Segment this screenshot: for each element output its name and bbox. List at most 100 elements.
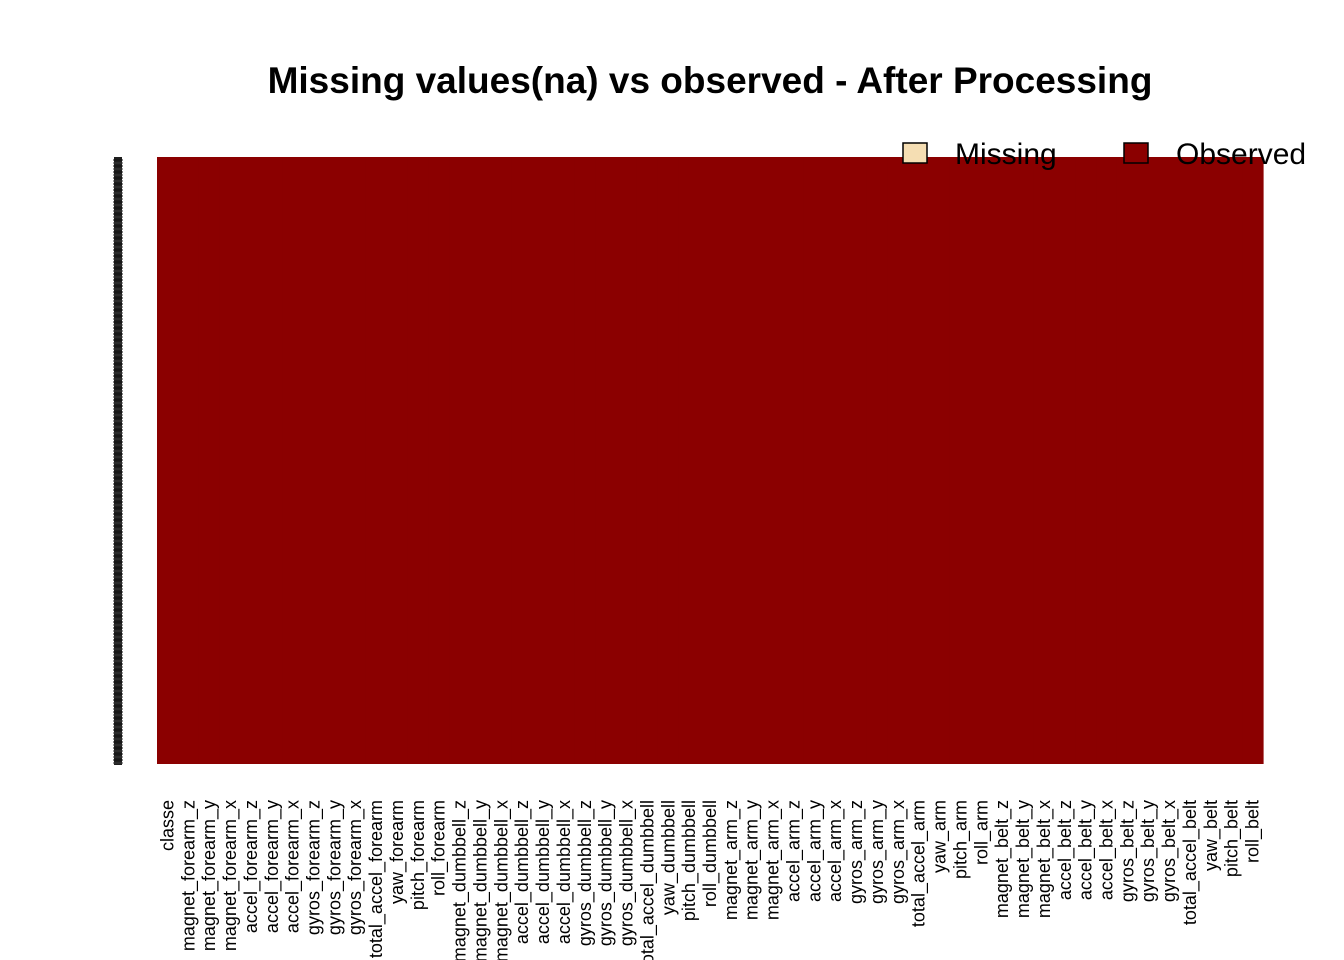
- legend-swatch-observed: [1123, 142, 1149, 164]
- cell-observed-accel_belt_z: [1054, 157, 1076, 764]
- column-label-gyros_forearm_z: gyros_forearm_z: [304, 800, 325, 935]
- row-tick-band: [113, 157, 123, 765]
- column-label-accel_arm_z: accel_arm_z: [783, 800, 804, 902]
- column-label-pitch_belt: pitch_belt: [1222, 800, 1243, 877]
- cell-observed-magnet_arm_z: [720, 157, 742, 764]
- column-label-pitch_dumbbell: pitch_dumbbell: [679, 800, 700, 921]
- cell-observed-pitch_arm: [949, 157, 972, 764]
- column-label-gyros_dumbbell_x: gyros_dumbbell_x: [617, 800, 638, 946]
- column-label-accel_arm_x: accel_arm_x: [825, 800, 846, 902]
- column-label-magnet_belt_y: magnet_belt_y: [1013, 800, 1034, 918]
- column-label-magnet_arm_y: magnet_arm_y: [742, 800, 763, 920]
- column-label-magnet_dumbbell_z: magnet_dumbbell_z: [450, 800, 471, 960]
- column-label-total_accel_dumbbell: total_accel_dumbbell: [637, 800, 658, 960]
- cell-observed-yaw_arm: [929, 157, 951, 764]
- cell-observed-roll_dumbbell: [699, 157, 722, 764]
- cell-observed-total_accel_belt: [1179, 157, 1201, 764]
- cell-observed-gyros_arm_x: [887, 157, 909, 764]
- cell-observed-yaw_dumbbell: [657, 157, 680, 764]
- cell-observed-gyros_dumbbell_y: [595, 157, 617, 764]
- cell-observed-accel_belt_y: [1075, 157, 1097, 764]
- cell-observed-accel_arm_x: [824, 157, 847, 764]
- column-label-yaw_belt: yaw_belt: [1201, 800, 1222, 871]
- heatmap-cells: [157, 157, 1264, 764]
- column-label-magnet_dumbbell_x: magnet_dumbbell_x: [491, 800, 512, 960]
- chart-title: Missing values(na) vs observed - After P…: [268, 60, 1153, 101]
- cell-observed-gyros_forearm_z: [303, 157, 325, 764]
- cell-observed-accel_dumbbell_y: [532, 157, 555, 764]
- legend: Missing Observed: [902, 138, 1306, 171]
- column-label-magnet_forearm_z: magnet_forearm_z: [178, 800, 199, 951]
- column-label-magnet_belt_z: magnet_belt_z: [992, 800, 1013, 918]
- column-label-total_accel_belt: total_accel_belt: [1180, 800, 1201, 925]
- column-label-gyros_dumbbell_z: gyros_dumbbell_z: [575, 800, 596, 946]
- cell-observed-magnet_arm_x: [762, 157, 784, 764]
- cell-observed-gyros_arm_y: [866, 157, 888, 764]
- column-label-magnet_belt_x: magnet_belt_x: [1034, 800, 1055, 918]
- cell-observed-magnet_belt_z: [991, 157, 1014, 764]
- row-tick-bar: [114, 157, 122, 765]
- cell-observed-accel_forearm_x: [282, 157, 304, 764]
- column-labels: classe magnet_forearm_z magnet_forearm_y ma…: [157, 800, 1263, 960]
- column-label-gyros_arm_y: gyros_arm_y: [867, 800, 888, 904]
- column-label-magnet_arm_x: magnet_arm_x: [763, 800, 784, 920]
- cell-observed-classe: [157, 157, 179, 764]
- cell-observed-magnet_dumbbell_z: [449, 157, 471, 764]
- column-label-gyros_dumbbell_y: gyros_dumbbell_y: [596, 800, 617, 946]
- cell-observed-magnet_belt_y: [1012, 157, 1035, 764]
- cell-observed-roll_forearm: [428, 157, 450, 764]
- cell-observed-pitch_belt: [1221, 157, 1243, 764]
- cell-observed-pitch_forearm: [407, 157, 429, 764]
- column-label-gyros_arm_z: gyros_arm_z: [846, 800, 867, 904]
- cell-observed-gyros_forearm_y: [323, 157, 346, 764]
- column-label-magnet_arm_z: magnet_arm_z: [721, 800, 742, 920]
- cell-observed-pitch_dumbbell: [678, 157, 701, 764]
- column-label-accel_forearm_z: accel_forearm_z: [241, 800, 262, 933]
- column-label-accel_belt_x: accel_belt_x: [1096, 800, 1117, 900]
- cell-observed-yaw_forearm: [386, 157, 409, 764]
- column-label-magnet_dumbbell_y: magnet_dumbbell_y: [470, 800, 491, 960]
- cell-observed-accel_arm_y: [803, 157, 826, 764]
- column-label-roll_dumbbell: roll_dumbbell: [700, 800, 721, 907]
- column-label-roll_belt: roll_belt: [1243, 800, 1264, 863]
- column-label-accel_dumbbell_x: accel_dumbbell_x: [554, 800, 575, 944]
- cell-observed-magnet_belt_x: [1033, 157, 1055, 764]
- cell-observed-magnet_arm_y: [741, 157, 763, 764]
- cell-observed-total_accel_arm: [908, 157, 930, 764]
- column-label-gyros_forearm_x: gyros_forearm_x: [345, 800, 366, 935]
- cell-observed-total_accel_forearm: [365, 157, 388, 764]
- column-label-accel_arm_y: accel_arm_y: [804, 800, 825, 902]
- cell-observed-magnet_forearm_y: [198, 157, 221, 764]
- legend-label-missing: Missing: [955, 138, 1057, 171]
- column-label-yaw_forearm: yaw_forearm: [387, 800, 408, 904]
- cell-observed-yaw_belt: [1200, 157, 1222, 764]
- column-label-accel_belt_z: accel_belt_z: [1055, 800, 1076, 900]
- column-label-accel_belt_y: accel_belt_y: [1076, 800, 1097, 900]
- cell-observed-accel_belt_x: [1096, 157, 1118, 764]
- column-label-gyros_forearm_y: gyros_forearm_y: [324, 800, 345, 935]
- column-label-gyros_belt_z: gyros_belt_z: [1117, 800, 1138, 902]
- cell-observed-magnet_forearm_z: [177, 157, 200, 764]
- cell-observed-roll_belt: [1242, 157, 1264, 764]
- column-label-gyros_arm_x: gyros_arm_x: [888, 800, 909, 904]
- cell-observed-roll_arm: [970, 157, 993, 764]
- column-label-pitch_forearm: pitch_forearm: [408, 800, 429, 910]
- cell-observed-magnet_dumbbell_y: [470, 157, 492, 764]
- cell-observed-gyros_dumbbell_x: [616, 157, 638, 764]
- column-label-roll_arm: roll_arm: [971, 800, 992, 865]
- cell-observed-gyros_belt_x: [1158, 157, 1181, 764]
- cell-observed-gyros_dumbbell_z: [574, 157, 596, 764]
- column-label-classe: classe: [157, 800, 177, 851]
- cell-observed-accel_forearm_y: [261, 157, 283, 764]
- cell-observed-magnet_dumbbell_x: [490, 157, 513, 764]
- column-label-pitch_arm: pitch_arm: [950, 800, 971, 879]
- legend-swatch-missing: [902, 142, 928, 164]
- cell-observed-gyros_belt_y: [1137, 157, 1160, 764]
- cell-observed-accel_forearm_z: [240, 157, 262, 764]
- column-label-accel_dumbbell_z: accel_dumbbell_z: [512, 800, 533, 944]
- column-label-total_accel_arm: total_accel_arm: [909, 800, 930, 927]
- column-label-total_accel_forearm: total_accel_forearm: [366, 800, 387, 958]
- cell-observed-magnet_forearm_x: [219, 157, 242, 764]
- column-label-magnet_forearm_x: magnet_forearm_x: [220, 800, 241, 951]
